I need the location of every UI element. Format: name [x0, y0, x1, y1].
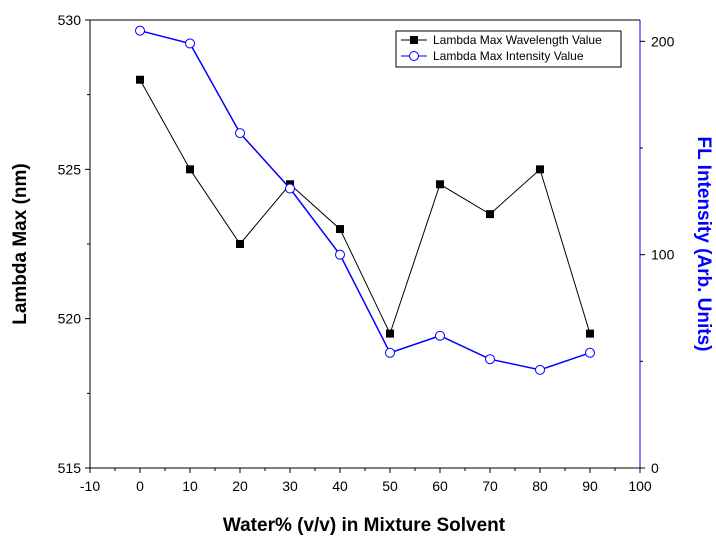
x-tick-label: 20: [232, 478, 248, 494]
y-tick-label: 530: [58, 12, 82, 28]
x-tick-label: 50: [382, 478, 398, 494]
data-point-wavelength: [236, 240, 244, 248]
data-point-wavelength: [536, 165, 544, 174]
y2-tick-label: 200: [651, 33, 675, 49]
data-point-wavelength: [486, 210, 494, 219]
y-tick-label: 520: [58, 311, 82, 327]
legend-box: [395, 30, 622, 68]
x-tick-label: 60: [432, 478, 448, 494]
x-tick-label: 30: [282, 478, 298, 494]
y2-tick-label: 0: [651, 460, 659, 476]
legend-label-intensity: Lambda Max Intensity Value: [433, 49, 584, 63]
plot-frame: [89, 19, 641, 469]
x-tick-label: 70: [482, 478, 498, 494]
series-line-1: [139, 29, 591, 371]
data-point-intensity: [435, 330, 445, 341]
data-point-intensity: [335, 249, 345, 260]
data-point-intensity: [185, 38, 195, 49]
x-tick-label: 0: [136, 478, 144, 494]
data-point-intensity: [285, 183, 295, 194]
y-axis-title: Lambda Max (nm): [10, 163, 31, 325]
legend-marker-wavelength: [410, 36, 418, 44]
data-point-wavelength: [136, 75, 144, 84]
legend-marker-intensity: [409, 51, 419, 61]
x-tick-label: 40: [332, 478, 348, 494]
legend: Lambda Max Wavelength Value Lambda Max I…: [395, 30, 622, 68]
data-point-intensity: [135, 25, 145, 36]
data-point-intensity: [585, 347, 595, 358]
data-point-wavelength: [386, 329, 394, 338]
legend-label-wavelength: Lambda Max Wavelength Value: [433, 33, 602, 47]
y-axis-ticks: 515 520 525 530: [58, 12, 90, 476]
x-tick-label: 80: [532, 478, 548, 494]
data-point-wavelength: [336, 225, 344, 234]
series-layer: [135, 25, 595, 375]
x-axis-title: Water% (v/v) in Mixture Solvent: [223, 515, 506, 536]
data-point-intensity: [385, 347, 395, 358]
x-tick-label: 10: [182, 478, 198, 494]
data-point-wavelength: [586, 329, 594, 338]
series-line-0: [139, 79, 591, 335]
x-tick-label: -10: [80, 478, 100, 494]
y2-axis-title: FL Intensity (Arb. Units): [693, 137, 714, 352]
y2-tick-label: 100: [651, 247, 675, 263]
x-tick-label: 90: [582, 478, 598, 494]
y-tick-label: 515: [58, 460, 82, 476]
x-tick-label: 100: [628, 478, 652, 494]
data-point-wavelength: [186, 165, 194, 174]
x-axis-ticks: -10 0 10 20 30 40 50 60 70 80 90 100: [80, 468, 652, 494]
data-point-wavelength: [436, 180, 444, 189]
y2-axis-ticks: 0 100 200: [640, 33, 675, 476]
data-point-intensity: [535, 364, 545, 375]
data-point-intensity: [235, 128, 245, 139]
data-point-intensity: [485, 354, 495, 365]
y-tick-label: 525: [58, 161, 82, 177]
